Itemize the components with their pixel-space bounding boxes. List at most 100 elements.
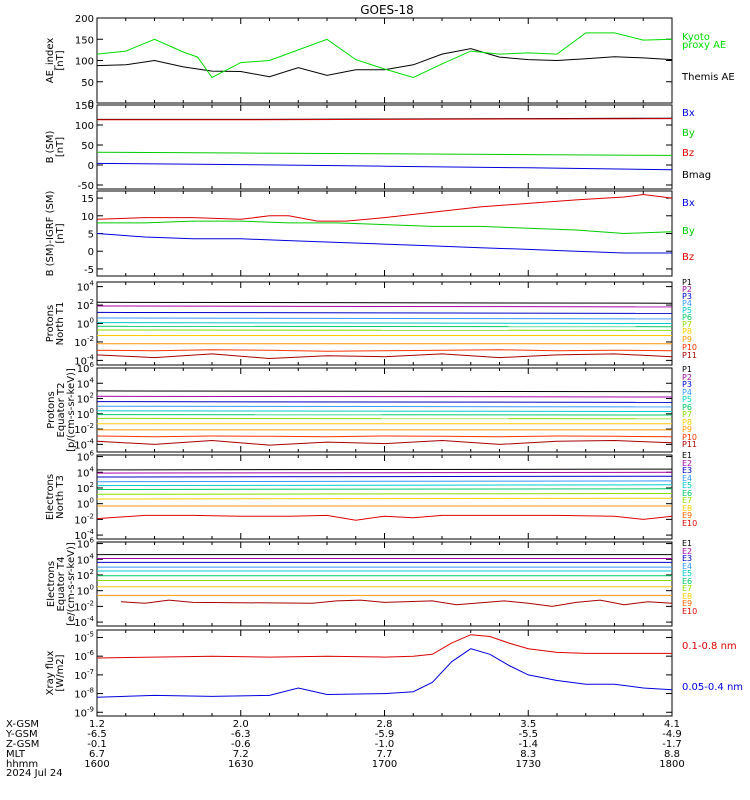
- y-tick-label: 50: [81, 78, 94, 89]
- series-label: P4: [682, 299, 692, 308]
- x-tick-label: 8.3: [520, 749, 536, 760]
- series-label: P11: [682, 351, 697, 360]
- y-axis-title: B (SM): [45, 130, 56, 163]
- series-electrons-t3-e6: [96, 488, 673, 490]
- y-tick-label: 10-2: [74, 512, 94, 526]
- series-label: E1: [682, 539, 692, 548]
- series-electrons-t3-e10: [96, 514, 673, 521]
- series-label: E4: [682, 474, 692, 483]
- y-tick-label: 100: [77, 497, 94, 511]
- y-axis-title: Electrons: [45, 474, 56, 520]
- panel-frame: [96, 629, 673, 717]
- y-axis-title: B (SM)-IGRF (SM): [45, 191, 56, 277]
- series-label: P6: [682, 403, 692, 412]
- x-axis-info: X-GSM 1.2 2.0 2.8 3.5 4.1 Y-GSM -6.5 -6.3 -5.9 -5.…: [5, 719, 685, 770]
- series-xray-0-1-0-8-nm: [96, 634, 672, 659]
- y-tick-label: 50: [81, 141, 94, 152]
- series-xray-0-05-0-4-nm: [96, 648, 673, 698]
- series-bdiff-bz: [96, 193, 673, 222]
- series-label: E8: [682, 592, 692, 601]
- series-label: E2: [682, 547, 692, 556]
- y-tick-label: 10-4: [74, 528, 94, 542]
- y-axis-title: Protons: [45, 305, 56, 342]
- series-protons-t2-p11: [96, 439, 673, 446]
- y-axis-title: [p/(cm-s-sr-keV)]: [66, 368, 77, 452]
- y-tick-label: 106: [77, 450, 95, 464]
- y-tick-label: 10-7: [74, 668, 94, 682]
- panel-bsm: -50 0 50 100 150 B (SM) [nT] Bx By Bz Bmag: [45, 101, 711, 192]
- series-label: Bz: [682, 148, 694, 159]
- series-protons-t1-p5: [96, 322, 673, 324]
- series-label: P9: [682, 425, 692, 434]
- series-label: Kyoto: [682, 32, 710, 43]
- y-axis-title: Equator T4: [56, 557, 67, 612]
- series-label: E8: [682, 504, 692, 513]
- series-label: P8: [682, 327, 692, 336]
- series-protons-t2-p4: [96, 405, 673, 408]
- y-tick-label: 15: [81, 194, 94, 205]
- series-label: P2: [682, 285, 692, 294]
- y-tick-label: 10-5: [74, 630, 94, 644]
- y-tick-label: 102: [77, 481, 94, 495]
- y-tick-label: 100: [75, 57, 94, 68]
- x-tick-label: -0.1: [87, 739, 107, 750]
- y-tick-label: 0: [88, 99, 94, 110]
- y-axis-title: North T3: [55, 475, 66, 519]
- series-electrons-t3-e8: [96, 497, 673, 500]
- series-label: P1: [682, 278, 692, 287]
- panel-frame: [96, 367, 673, 453]
- x-tick-label: -0.6: [231, 739, 251, 750]
- series-protons-t1-p3: [96, 311, 673, 314]
- series-protons-t2-p3: [96, 401, 673, 403]
- x-row-label: Z-GSM: [6, 739, 39, 750]
- chart-title: GOES-18: [360, 3, 414, 17]
- series-ae-themis-ae: [96, 48, 673, 78]
- x-row-label: Y-GSM: [5, 729, 38, 740]
- y-tick-label: 100: [77, 317, 94, 331]
- series-protons-t1-p2: [96, 305, 673, 308]
- series-label: Bx: [682, 108, 695, 119]
- y-tick-label: 150: [75, 101, 94, 112]
- y-tick-label: 10: [81, 212, 94, 223]
- series-label: E10: [682, 607, 697, 616]
- series-protons-t2-p1: [96, 390, 673, 393]
- y-tick-label: 10-9: [74, 705, 94, 719]
- series-protons-t1-p1: [96, 301, 673, 304]
- series-bsm-by: [96, 151, 673, 156]
- series-label: proxy AE: [682, 40, 726, 51]
- series-label: P9: [682, 335, 692, 344]
- series-label: Bz: [682, 252, 694, 263]
- x-row-label: X-GSM: [6, 719, 39, 730]
- y-axis-title: [W/m2]: [55, 654, 66, 691]
- series-label: P5: [682, 395, 692, 404]
- series-label: Bmag: [682, 170, 711, 181]
- y-tick-label: 10-2: [74, 335, 94, 349]
- y-tick-label: 104: [77, 280, 95, 294]
- x-tick-label: -5.9: [375, 729, 395, 740]
- series-electrons-t3-e3: [96, 475, 673, 478]
- series-label: P7: [682, 320, 692, 329]
- panel-bdiff: -5 0 5 10 15 B (SM)-IGRF (SM) [nT] Bx By Bz: [45, 190, 695, 277]
- x-tick-label: 2.0: [233, 719, 249, 730]
- x-tick-label: 1700: [372, 759, 397, 770]
- y-tick-label: 102: [77, 298, 94, 312]
- y-axis-title: Xray flux: [45, 651, 56, 696]
- series-electrons-t4-e10: [120, 599, 673, 607]
- series-label: P10: [682, 433, 697, 442]
- x-tick-label: 7.2: [233, 749, 249, 760]
- series-electrons-t3-e2: [96, 471, 673, 474]
- series-label: E6: [682, 577, 692, 586]
- y-tick-label: 5: [88, 230, 94, 241]
- x-tick-label: 3.5: [520, 719, 536, 730]
- series-electrons-t3-e5: [96, 484, 673, 487]
- panel-frame: [96, 104, 673, 190]
- y-tick-label: 104: [77, 552, 95, 566]
- x-tick-label: -6.3: [231, 729, 251, 740]
- series-label: E7: [682, 584, 692, 593]
- series-label: P4: [682, 388, 692, 397]
- series-protons-t1-p10: [96, 349, 673, 352]
- y-tick-label: 150: [75, 35, 94, 46]
- y-tick-label: 106: [77, 361, 95, 375]
- panel-protons-t1: 10-4 10-2 100 102 104 Protons North T1 P1P2P3P4…: [45, 278, 697, 367]
